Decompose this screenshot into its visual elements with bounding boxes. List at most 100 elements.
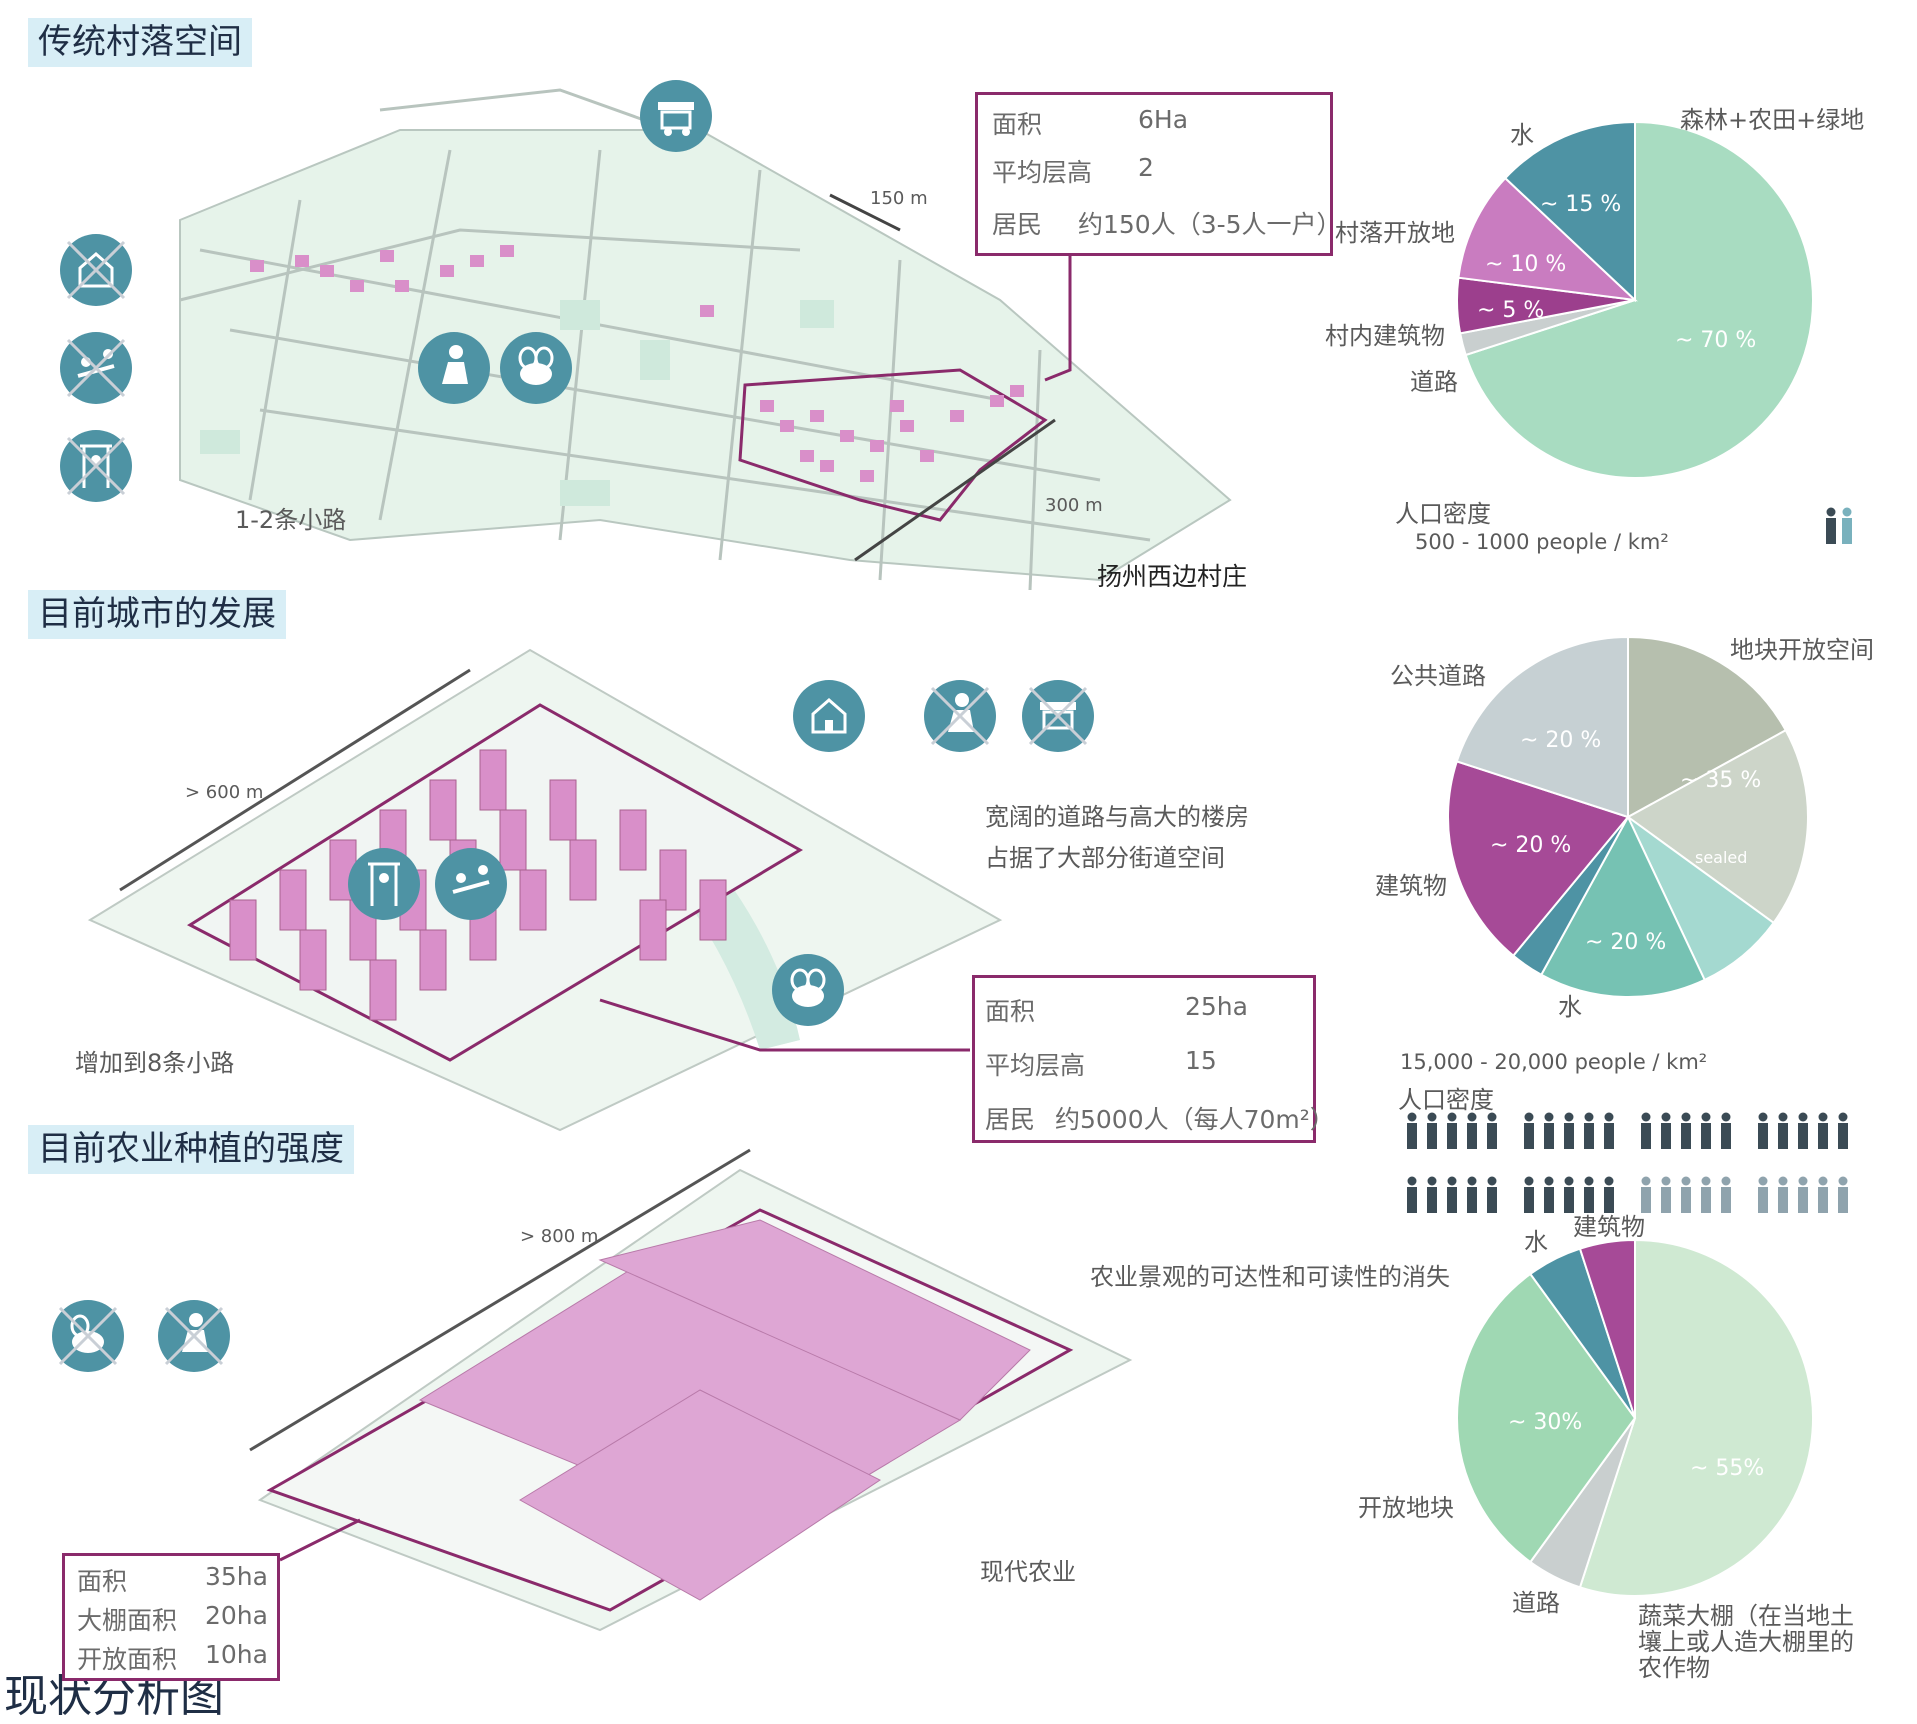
village-pie-value-forest: ~ 70 % <box>1675 328 1757 353</box>
sport-crossed-icon <box>60 430 132 502</box>
village-density-value: 500 - 1000 people / km² <box>1415 530 1669 554</box>
agri-pie-label-open: 开放地块 <box>1358 1494 1454 1522</box>
person-icon <box>1427 1112 1437 1149</box>
city-residents-value: 约5000人（每人70m²） <box>1055 1105 1335 1134</box>
school-crossed-icon <box>60 234 132 306</box>
person-icon <box>1826 507 1836 544</box>
village-pie-value-water: ~ 15 % <box>1540 192 1622 217</box>
population-people-icons <box>1407 507 1852 1213</box>
person-icon <box>1681 1176 1691 1213</box>
person-icon <box>1681 1112 1691 1149</box>
agri-pie-label-buildings: 建筑物 <box>1573 1213 1645 1241</box>
person-icon <box>1604 1112 1614 1149</box>
bee-icon <box>772 954 844 1026</box>
person-icon <box>1798 1112 1808 1149</box>
person-icon <box>1798 1176 1808 1213</box>
person-icon <box>1487 1176 1497 1213</box>
person-icon <box>1467 1176 1477 1213</box>
village-pie-label-open: 村落开放地 <box>1335 219 1455 247</box>
person-icon <box>1818 1176 1828 1213</box>
village-section-title: 传统村落空间 <box>28 18 252 67</box>
city-pie-value-road: ~ 20 % <box>1520 728 1602 753</box>
person-icon <box>1838 1112 1848 1149</box>
person-icon <box>1467 1112 1477 1149</box>
person-icon <box>1721 1176 1731 1213</box>
person-icon <box>1427 1176 1437 1213</box>
person-icon <box>1721 1112 1731 1149</box>
village-residents-label: 居民 <box>992 210 1043 239</box>
village-pie-label-forest: 森林+农田+绿地 <box>1680 106 1865 134</box>
village-area-value: 6Ha <box>1138 105 1189 134</box>
village-pie-label-buildings: 村内建筑物 <box>1325 322 1445 350</box>
agri-pie-label-road: 道路 <box>1512 1589 1560 1617</box>
person-icon <box>1842 507 1852 544</box>
village-place-label: 扬州西边村庄 <box>1097 562 1248 591</box>
person-icon <box>1564 1176 1574 1213</box>
school-icon <box>793 680 865 752</box>
village-dim-long: 300 m <box>1045 495 1103 516</box>
pie-slice <box>1456 1272 1637 1564</box>
village-map <box>179 88 1232 591</box>
city-pie-value-water: ~ 20 % <box>1585 930 1667 955</box>
village-residents-value: 约150人（3-5人一户） <box>1078 210 1342 239</box>
person-icon <box>1447 1176 1457 1213</box>
city-residents-label: 居民 <box>985 1105 1036 1134</box>
pie-slice <box>1626 728 1809 925</box>
person-icon <box>1584 1176 1594 1213</box>
pie-slice <box>1455 635 1629 819</box>
village-area-label: 面积 <box>992 110 1043 139</box>
agri-pie-value-greenhouse: ~ 55% <box>1690 1456 1765 1481</box>
person-icon <box>1544 1176 1554 1213</box>
city-note-line1: 宽阔的道路与高大的楼房 <box>985 803 1249 831</box>
agri-map <box>249 1148 1133 1632</box>
village-floors-value: 2 <box>1138 153 1154 182</box>
village-floors-label: 平均层高 <box>992 158 1093 187</box>
person-icon <box>1524 1112 1534 1149</box>
sport-icon <box>348 848 420 920</box>
agri-pie-label-water: 水 <box>1524 1228 1548 1256</box>
pie-slice <box>1578 1238 1814 1597</box>
person-icon <box>1524 1176 1534 1213</box>
person-icon <box>1604 1176 1614 1213</box>
agri-pie-value-open: ~ 30% <box>1508 1410 1583 1435</box>
village-dim-short: 150 m <box>870 188 928 209</box>
person-icon <box>1758 1112 1768 1149</box>
city-area-value: 25ha <box>1185 992 1248 1021</box>
playground-crossed-icon <box>60 332 132 404</box>
person-icon <box>1487 1112 1497 1149</box>
village-boundary <box>738 368 1048 522</box>
pie-slice <box>1457 176 1638 302</box>
market-stall-icon <box>640 80 712 152</box>
pie-slice <box>1627 816 1776 982</box>
agri-note: 农业景观的可达性和可读性的消失 <box>1090 1263 1450 1291</box>
agri-land-use-pie <box>1456 1238 1814 1597</box>
village-road-label: 1-2条小路 <box>235 506 347 534</box>
pie-slice <box>1447 760 1630 958</box>
person-icon <box>1701 1112 1711 1149</box>
person-icon <box>1407 1112 1417 1149</box>
city-floors-value: 15 <box>1185 1046 1217 1075</box>
city-section-title: 目前城市的发展 <box>28 590 286 639</box>
village-land-use-pie <box>1456 120 1814 479</box>
person-icon <box>1818 1112 1828 1149</box>
agri-area-label: 面积 <box>77 1567 128 1596</box>
person-icon <box>1641 1112 1651 1149</box>
agri-pie-label-greenhouse-2: 壤上或人造大棚里的 <box>1638 1628 1854 1656</box>
city-floors-label: 平均层高 <box>985 1051 1086 1080</box>
person-icon <box>1701 1176 1711 1213</box>
person-icon <box>1447 1112 1457 1149</box>
pie-slice <box>1503 120 1636 303</box>
person-icon <box>1778 1176 1788 1213</box>
village-info-box: 面积 6Ha 平均层高 2 居民 约150人（3-5人一户） <box>975 92 1342 256</box>
person-icon <box>1544 1112 1554 1149</box>
person-icon <box>1778 1112 1788 1149</box>
pie-slice <box>1539 814 1706 998</box>
agri-section-title: 目前农业种植的强度 <box>28 1125 354 1174</box>
worker-icon <box>418 332 490 404</box>
city-density-value: 15,000 - 20,000 people / km² <box>1400 1050 1708 1074</box>
village-pie-value-open: ~ 10 % <box>1485 252 1567 277</box>
agri-open-value: 10ha <box>205 1640 268 1669</box>
person-icon <box>1641 1176 1651 1213</box>
agri-open-label: 开放面积 <box>77 1645 178 1674</box>
